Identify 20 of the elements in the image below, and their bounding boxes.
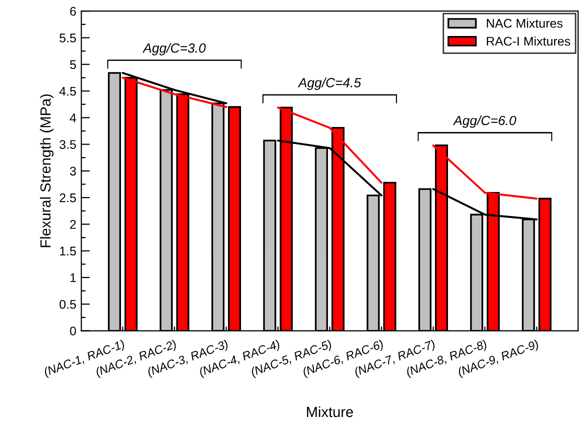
y-tick-label: 5 (70, 60, 76, 70)
y-axis-title: Flexural Strength (MPa) (40, 94, 54, 248)
legend-label: RAC-I Mixtures (486, 36, 570, 46)
y-tick-label: 3.5 (60, 140, 76, 149)
y-tick-label: 0.5 (60, 300, 76, 309)
y-tick-label: 2 (70, 220, 76, 229)
y-tick-label: 2.5 (60, 193, 76, 202)
annotation: Agg/C=6.0 (452, 115, 516, 128)
annotation: Agg/C=4.5 (298, 78, 362, 90)
y-tick-label: 4 (70, 114, 76, 122)
y-tick-label: 6 (70, 6, 76, 16)
legend-label: NAC Mixtures (486, 18, 563, 28)
y-tick-label: 4.5 (59, 86, 76, 96)
annotation: Agg/C=3.0 (142, 43, 206, 56)
y-tick-label: 1.5 (60, 246, 76, 256)
y-tick-label: 5.5 (60, 34, 76, 42)
y-tick-label: 3 (70, 166, 76, 176)
x-axis-title: Mixture (307, 406, 353, 418)
y-tick-label: 0 (70, 326, 76, 336)
y-tick-label: 1 (70, 273, 76, 282)
